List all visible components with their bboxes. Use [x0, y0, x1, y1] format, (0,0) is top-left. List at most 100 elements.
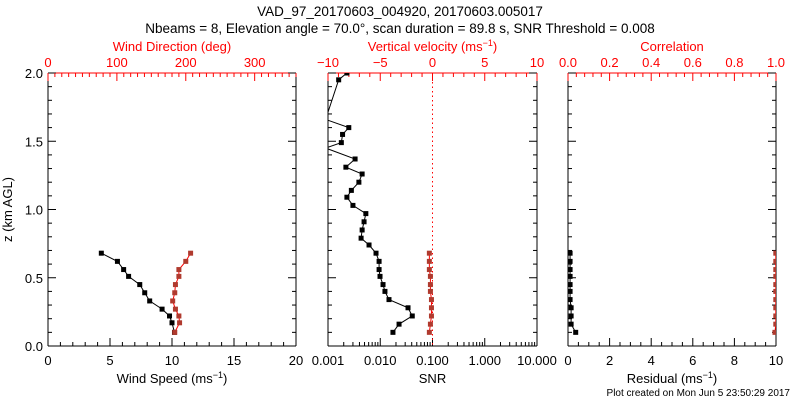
data-point — [98, 250, 104, 256]
data-point — [427, 288, 433, 294]
data-point — [176, 313, 182, 319]
data-point — [336, 77, 342, 83]
data-point — [773, 282, 776, 288]
series-wind-direction — [170, 250, 194, 335]
data-point — [359, 171, 365, 177]
data-point — [340, 131, 346, 137]
data-point — [427, 273, 433, 279]
data-point — [121, 267, 127, 273]
top-x-tick-label: 100 — [106, 55, 128, 70]
data-point — [428, 297, 434, 303]
x-tick-label: 0 — [44, 353, 51, 368]
top-x-tick-label: −5 — [373, 55, 388, 70]
x-tick-label: 4 — [648, 353, 655, 368]
data-point — [376, 267, 382, 273]
data-point — [172, 282, 178, 288]
data-point — [176, 273, 182, 279]
data-point — [380, 282, 386, 288]
data-point — [568, 258, 573, 264]
data-point — [377, 273, 383, 279]
data-point — [338, 140, 344, 146]
data-point — [373, 250, 379, 256]
top-x-tick-label: −10 — [317, 55, 339, 70]
panel-3: 0 2 4 6 8 10 Residual (ms−1) 0.0 0.2 0.4 0.6 0.8 1.0… — [559, 39, 785, 386]
y-tick-label: 1.0 — [25, 203, 43, 218]
x-tick-label: 8 — [731, 353, 738, 368]
data-point — [172, 329, 178, 335]
data-point — [568, 297, 573, 303]
data-point — [346, 125, 352, 131]
data-point — [328, 145, 329, 151]
data-point — [773, 288, 776, 294]
figure-title: VAD_97_20170603_004920, 20170603.005017 — [257, 4, 543, 19]
y-tick-label: 2.0 — [25, 66, 43, 81]
data-point — [409, 313, 415, 319]
data-point — [361, 219, 367, 225]
data-point — [350, 202, 356, 208]
top-axis-label: Wind Direction (deg) — [113, 39, 232, 54]
top-x-tick-label: 10 — [530, 55, 544, 70]
data-point — [427, 282, 433, 288]
data-point — [358, 235, 364, 241]
top-axis-label: Correlation — [640, 39, 704, 54]
data-point — [568, 313, 574, 319]
series-correlation — [772, 250, 776, 335]
x-tick-label: 15 — [227, 353, 241, 368]
data-point — [177, 320, 183, 326]
data-point — [172, 306, 178, 312]
figure-subtitle: Nbeams = 8, Elevation angle = 70.0°, sca… — [145, 21, 654, 36]
data-point — [396, 321, 402, 327]
data-point — [568, 250, 573, 256]
data-point — [568, 273, 573, 279]
x-tick-label: 1.000 — [468, 353, 501, 368]
top-x-tick-label: 0.6 — [684, 55, 702, 70]
top-x-tick-label: 200 — [175, 55, 197, 70]
data-point — [344, 73, 350, 76]
data-point — [568, 288, 573, 294]
series-line — [328, 73, 413, 333]
top-x-tick-label: 0 — [44, 55, 51, 70]
data-point — [343, 164, 349, 170]
data-point — [773, 258, 776, 264]
top-x-tick-label: 300 — [244, 55, 266, 70]
y-tick-label: 1.5 — [25, 134, 43, 149]
data-point — [376, 258, 382, 264]
x-tick-label: 10.000 — [517, 353, 557, 368]
data-point — [352, 156, 358, 162]
data-point — [386, 297, 392, 303]
plot-footer: Plot created on Mon Jun 5 23:50:29 2017 — [607, 388, 791, 399]
data-point — [428, 313, 434, 319]
top-axis-label: Vertical velocity (ms−1) — [368, 38, 497, 54]
data-point — [382, 288, 388, 294]
top-x-tick-label: 0.4 — [642, 55, 660, 70]
data-point — [172, 290, 178, 296]
data-point — [568, 267, 573, 273]
series-snr — [328, 73, 415, 335]
data-point — [344, 194, 350, 200]
data-point — [142, 290, 148, 296]
data-point — [773, 297, 776, 303]
data-point — [405, 305, 411, 311]
data-point — [348, 187, 354, 193]
top-x-tick-label: 0.0 — [559, 55, 577, 70]
y-tick-label: 0.0 — [25, 339, 43, 354]
x-axis-label: SNR — [419, 371, 446, 386]
x-tick-label: 0.001 — [312, 353, 345, 368]
data-point — [426, 250, 432, 256]
data-point — [159, 306, 165, 312]
data-point — [359, 227, 365, 233]
data-point — [114, 258, 120, 264]
x-tick-label: 10 — [165, 353, 179, 368]
data-point — [426, 267, 432, 273]
data-point — [773, 250, 776, 256]
x-tick-label: 0.010 — [364, 353, 397, 368]
data-point — [126, 273, 132, 279]
data-point — [773, 321, 776, 327]
x-tick-label: 10 — [769, 353, 783, 368]
data-point — [773, 267, 776, 273]
data-point — [167, 313, 173, 319]
top-x-tick-label: 0.2 — [601, 55, 619, 70]
y-tick-label: 0.5 — [25, 271, 43, 286]
data-point — [137, 282, 143, 288]
x-tick-label: 6 — [689, 353, 696, 368]
